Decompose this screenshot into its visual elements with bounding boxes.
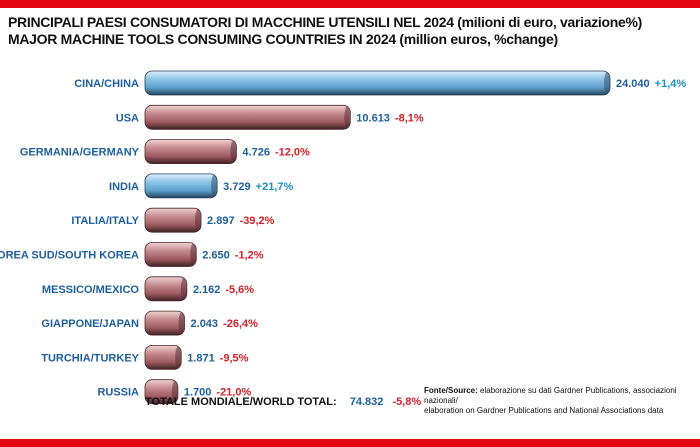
value-label: 3.729 <box>223 181 251 193</box>
bar <box>144 139 237 165</box>
category-label: COREA SUD/SOUTH KOREA <box>0 250 139 262</box>
change-label: -21,0% <box>216 387 251 399</box>
category-label: CINA/CHINA <box>74 78 139 90</box>
bar-end-cap <box>195 209 202 232</box>
total-change: -5,8% <box>392 396 422 408</box>
bar-end-cap <box>190 243 197 266</box>
bar-end-cap <box>171 380 178 403</box>
total-value: 74.832 <box>349 396 384 408</box>
bar-end-cap <box>178 312 185 335</box>
category-label: INDIA <box>109 181 139 193</box>
value-label: 1.871 <box>187 352 215 364</box>
bar-end-cap <box>230 140 237 163</box>
bar <box>144 70 611 96</box>
bar-end-cap <box>604 72 610 94</box>
bar <box>144 276 188 302</box>
change-label: -1,2% <box>235 250 264 262</box>
chart-title: PRINCIPALI PAESI CONSUMATORI DI MACCHINE… <box>8 14 698 48</box>
category-label: MESSICO/MEXICO <box>42 284 140 296</box>
bar <box>144 242 197 267</box>
title-english: MAJOR MACHINE TOOLS CONSUMING COUNTRIES … <box>8 31 558 47</box>
value-label: 1.700 <box>184 387 212 399</box>
value-label: 10.613 <box>356 112 390 124</box>
value-label: 2.650 <box>202 250 230 262</box>
value-label: 4.726 <box>242 147 270 159</box>
category-label: GERMANIA/GERMANY <box>20 147 140 159</box>
value-label: 2.897 <box>207 215 235 227</box>
change-label: -26,4% <box>223 318 258 330</box>
change-label: -12,0% <box>275 147 310 159</box>
value-label: 2.162 <box>193 284 221 296</box>
change-label: -9,5% <box>220 352 249 364</box>
category-label: RUSSIA <box>97 387 139 399</box>
category-label: USA <box>116 112 139 124</box>
source-note: Fonte/Source: elaborazione su dati Gardn… <box>424 386 694 416</box>
bar-end-cap <box>180 277 187 300</box>
bars-group: CINA/CHINA 24.040 +1,4% USA 10.613 -8,1% GERMA… <box>0 70 687 405</box>
bar <box>144 173 218 199</box>
source-line2: elaboration on Gardner Publications and … <box>424 406 664 415</box>
value-label: 24.040 <box>616 78 650 90</box>
value-label: 2.043 <box>191 318 219 330</box>
change-label: -8,1% <box>395 112 424 124</box>
source-line1: elaborazione su dati Gardner Publication… <box>424 386 677 405</box>
source-head: Fonte/Source: <box>424 386 478 395</box>
total-label: TOTALE MONDIALE/WORLD TOTAL: <box>145 396 337 408</box>
bar-end-cap <box>211 174 218 197</box>
change-label: -39,2% <box>240 215 275 227</box>
bar-end-cap <box>344 106 351 129</box>
bar-end-cap <box>175 346 182 369</box>
bar <box>144 104 351 130</box>
category-label: ITALIA/ITALY <box>71 215 139 227</box>
bar <box>144 207 202 233</box>
title-italian: PRINCIPALI PAESI CONSUMATORI DI MACCHINE… <box>8 14 642 30</box>
category-label: TURCHIA/TURKEY <box>41 352 139 364</box>
change-label: +1,4% <box>655 78 687 90</box>
change-label: +21,7% <box>256 181 294 193</box>
category-label: GIAPPONE/JAPAN <box>41 318 139 330</box>
world-total: TOTALE MONDIALE/WORLD TOTAL: 74.832 -5,8… <box>145 396 421 408</box>
change-label: -5,6% <box>225 284 254 296</box>
